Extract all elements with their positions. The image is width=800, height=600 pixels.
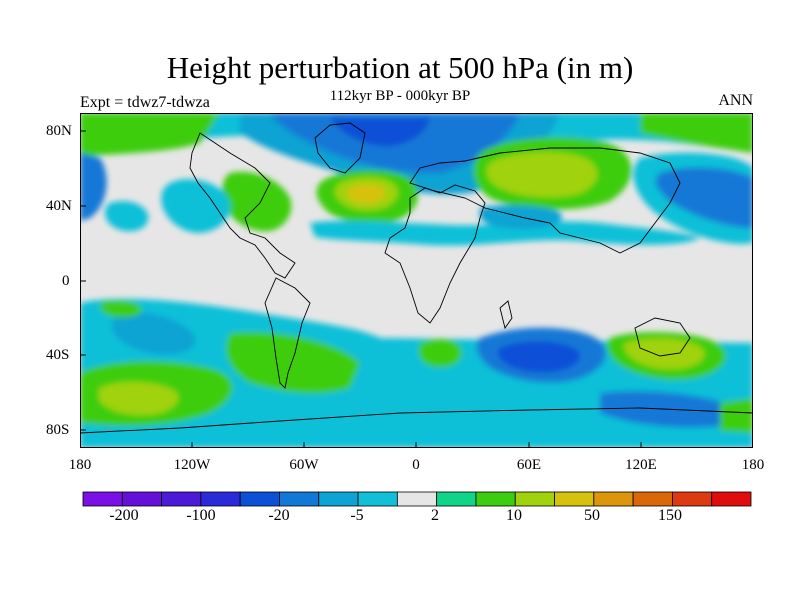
colorbar-swatch: [514, 491, 555, 507]
colorbar-swatch: [121, 491, 162, 507]
colorbar-swatch: [554, 491, 595, 507]
colorbar-swatch: [672, 491, 713, 507]
coastlines: [80, 122, 753, 434]
colorbar-label: -20: [268, 507, 290, 524]
colorbar-swatch: [161, 491, 202, 507]
colorbar-label: 150: [658, 507, 682, 524]
lon-label-180e: 180: [741, 457, 765, 473]
colorbar-swatch: [239, 491, 280, 507]
colorbar-swatch: [593, 491, 634, 507]
lat-label-eq: 0: [62, 273, 70, 289]
colorbar-swatch: [82, 491, 123, 507]
contour-field: [80, 113, 753, 448]
colorbar-label: -100: [186, 507, 216, 524]
lat-label-80s: 80S: [46, 422, 70, 438]
colorbar-swatch: [318, 491, 359, 507]
lat-label-80n: 80N: [46, 123, 72, 139]
colorbar-swatch: [632, 491, 673, 507]
lon-label-0: 0: [412, 457, 420, 473]
map-title: Height perturbation at 500 hPa (in m): [166, 50, 634, 85]
map-panel: [80, 113, 753, 448]
lon-label-180w: 180: [68, 457, 92, 473]
colorbar-swatch: [711, 491, 752, 507]
lat-label-40n: 40N: [46, 198, 72, 214]
period-label: 112kyr BP - 000kyr BP: [329, 88, 471, 104]
map-ticks: [80, 130, 642, 448]
colorbar-label: -200: [109, 507, 139, 524]
colorbar-swatch: [475, 491, 516, 507]
colorbar-swatch: [436, 491, 477, 507]
season-label: ANN: [718, 92, 753, 109]
colorbar-swatch: [357, 491, 398, 507]
colorbar: [82, 491, 752, 507]
colorbar-swatch: [396, 491, 438, 507]
colorbar-label: -5: [350, 507, 364, 524]
colorbar-label: 50: [584, 507, 600, 524]
lon-label-60w: 60W: [289, 457, 319, 473]
experiment-label: Expt = tdwz7-tdwza: [80, 94, 210, 111]
lat-label-40s: 40S: [46, 347, 70, 363]
colorbar-swatch: [279, 491, 320, 507]
colorbar-swatch: [200, 491, 241, 507]
lon-label-120w: 120W: [173, 457, 211, 473]
lon-label-120e: 120E: [625, 457, 657, 473]
colorbar-label: 10: [506, 507, 522, 524]
colorbar-label: 2: [431, 507, 439, 524]
lon-label-60e: 60E: [516, 457, 542, 473]
